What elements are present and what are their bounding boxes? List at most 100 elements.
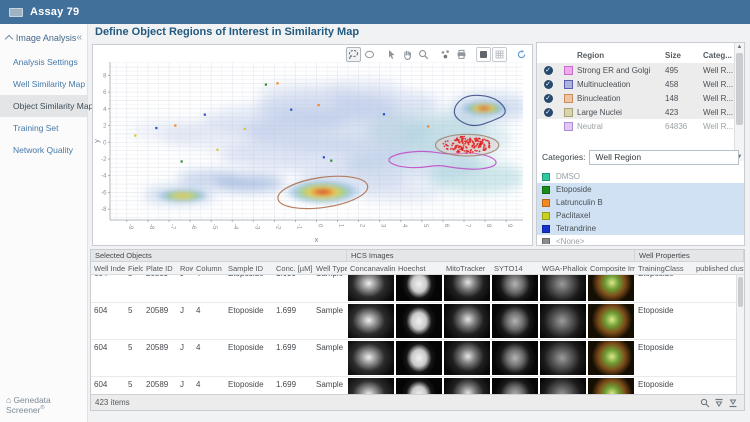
svg-text:-3: -3 bbox=[253, 224, 259, 230]
cell-training-class: Etoposide bbox=[635, 275, 693, 302]
category-color-swatch bbox=[542, 211, 550, 220]
sidebar-item-network-quality[interactable]: Network Quality bbox=[13, 145, 73, 155]
col-concanavalina[interactable]: ConcanavalinA bbox=[350, 264, 395, 273]
col-hoechst[interactable]: Hoechst bbox=[398, 264, 426, 273]
cell-column: 4 bbox=[196, 380, 201, 389]
region-row[interactable]: ✓ Large Nuclei 423 Well R... bbox=[537, 105, 734, 119]
sidebar-item-well-similarity-map[interactable]: Well Similarity Map bbox=[13, 79, 86, 89]
region-row[interactable]: ✓ Strong ER and Golgi 495 Well R... bbox=[537, 63, 734, 77]
cell-conc: 1.699 bbox=[273, 275, 313, 302]
region-swatch bbox=[563, 107, 573, 117]
region-swatch bbox=[563, 65, 573, 75]
category-item-none[interactable]: <None> bbox=[537, 235, 744, 244]
hcs-image-hoechst bbox=[395, 275, 443, 302]
scrollbar-thumb[interactable] bbox=[738, 277, 743, 307]
region-category: Well R... bbox=[703, 79, 734, 89]
region-row[interactable]: ✓ Multinucleation 458 Well R... bbox=[537, 77, 734, 91]
category-item-latrunculin-b[interactable]: Latrunculin B bbox=[537, 196, 744, 209]
cell-column: 4 bbox=[196, 306, 201, 315]
grid-view-icon[interactable] bbox=[492, 47, 507, 62]
col-region[interactable]: Region bbox=[577, 50, 605, 60]
category-item-etoposide[interactable]: Etoposide bbox=[537, 183, 744, 196]
category-item-dmso[interactable]: DMSO bbox=[537, 170, 744, 183]
col-field[interactable]: Field bbox=[128, 264, 143, 273]
col-conc[interactable]: Conc. [µM] bbox=[276, 264, 313, 273]
cell-published-cluster bbox=[693, 340, 736, 376]
svg-text:8: 8 bbox=[485, 224, 491, 228]
search-icon[interactable] bbox=[698, 397, 712, 409]
sidebar-item-training-set[interactable]: Training Set bbox=[13, 123, 59, 133]
scrollbar-thumb[interactable] bbox=[736, 53, 743, 125]
categories-input[interactable] bbox=[589, 149, 739, 165]
col-trainingclass[interactable]: TrainingClass bbox=[638, 264, 684, 273]
svg-text:4: 4 bbox=[401, 224, 407, 228]
pointer-select-icon[interactable] bbox=[384, 47, 399, 62]
checked-icon[interactable]: ✓ bbox=[543, 65, 553, 75]
similarity-map-plot[interactable]: -8 -6 -4 -2 0 2 4 6 8 -9 -8 -7 -6 -5 -4 -3 -2 -1 0 1 2 3 4 5 6 7 8… bbox=[94, 58, 531, 244]
category-item-tetrandrine[interactable]: Tetrandrine bbox=[537, 222, 744, 235]
col-published-cluster[interactable]: published cluster bbox=[696, 264, 744, 273]
col-category[interactable]: Categ... bbox=[703, 50, 732, 60]
first-rows-icon[interactable] bbox=[712, 397, 726, 409]
col-column[interactable]: Column bbox=[196, 264, 222, 273]
hcs-image-wga bbox=[539, 377, 587, 396]
collapse-sidebar-icon[interactable]: « bbox=[76, 32, 82, 43]
svg-text:-5: -5 bbox=[211, 224, 217, 230]
table-scrollbar[interactable] bbox=[736, 275, 744, 396]
col-composite-image[interactable]: Composite Image bbox=[590, 264, 635, 273]
col-well-type[interactable]: Well Type bbox=[316, 264, 347, 273]
category-item-paclitaxel[interactable]: Paclitaxel bbox=[537, 209, 744, 222]
col-well-index[interactable]: Well Index bbox=[94, 264, 125, 273]
point-classes-icon[interactable] bbox=[438, 47, 453, 62]
checked-icon[interactable]: ✓ bbox=[543, 107, 553, 117]
cell-plate_id: 20589 bbox=[146, 343, 169, 352]
refresh-icon[interactable] bbox=[514, 47, 529, 62]
scroll-up-icon[interactable]: ▲ bbox=[736, 44, 743, 50]
table-body: 604 5 20589 J 4 Etoposide 1.699 Sample Etoposide… bbox=[91, 275, 736, 396]
regions-scrollbar[interactable]: ▲ ▼ bbox=[734, 43, 744, 161]
selected-objects-panel: Selected Objects HCS Images Well Propert… bbox=[90, 249, 745, 411]
region-row[interactable]: Neutral 64836 Well R... bbox=[537, 119, 734, 133]
cell-conc: 1.699 bbox=[276, 306, 297, 315]
col-syto14[interactable]: SYTO14 bbox=[494, 264, 523, 273]
region-row[interactable]: ✓ Binucleation 148 Well R... bbox=[537, 91, 734, 105]
cell-field: 5 bbox=[128, 306, 133, 315]
col-plate-id[interactable]: Plate ID bbox=[146, 264, 173, 273]
checked-icon[interactable]: ✓ bbox=[543, 79, 553, 89]
svg-text:0: 0 bbox=[317, 224, 323, 228]
col-mitotracker[interactable]: MitoTracker bbox=[446, 264, 486, 273]
hcs-image-mitotracker bbox=[443, 303, 491, 339]
category-label: <None> bbox=[556, 237, 585, 244]
category-label: Paclitaxel bbox=[556, 211, 591, 220]
last-rows-icon[interactable] bbox=[726, 397, 740, 409]
col-wga-phalloidin[interactable]: WGA-Phalloidin bbox=[542, 264, 587, 273]
sidebar: Image Analysis « Analysis Settings Well … bbox=[0, 24, 93, 422]
checked-icon[interactable]: ✓ bbox=[543, 93, 553, 103]
hcs-image-mitotracker bbox=[443, 340, 491, 376]
category-color-swatch bbox=[542, 172, 550, 181]
cell-plate_id: 20589 bbox=[143, 275, 177, 302]
col-row[interactable]: Row bbox=[180, 264, 193, 273]
ellipse-select-icon[interactable] bbox=[362, 47, 377, 62]
hcs-image-syto14 bbox=[491, 377, 539, 396]
pan-hand-icon[interactable] bbox=[400, 47, 415, 62]
cell-well_index: 604 bbox=[94, 306, 108, 315]
sidebar-section-header[interactable]: Image Analysis « bbox=[0, 24, 87, 51]
col-size[interactable]: Size bbox=[665, 50, 682, 60]
lasso-select-icon[interactable] bbox=[346, 47, 361, 62]
svg-text:x: x bbox=[315, 237, 319, 244]
sidebar-item-object-similarity-map[interactable]: Object Similarity Map bbox=[0, 95, 93, 117]
scroll-down-icon[interactable]: ▼ bbox=[736, 154, 743, 160]
density-view-icon[interactable] bbox=[476, 47, 491, 62]
sidebar-item-analysis-settings[interactable]: Analysis Settings bbox=[13, 57, 78, 67]
zoom-icon[interactable] bbox=[416, 47, 431, 62]
region-category: Well R... bbox=[703, 93, 734, 103]
col-sample-id[interactable]: Sample ID bbox=[228, 264, 264, 273]
print-icon[interactable] bbox=[454, 47, 469, 62]
svg-text:2: 2 bbox=[103, 124, 107, 130]
